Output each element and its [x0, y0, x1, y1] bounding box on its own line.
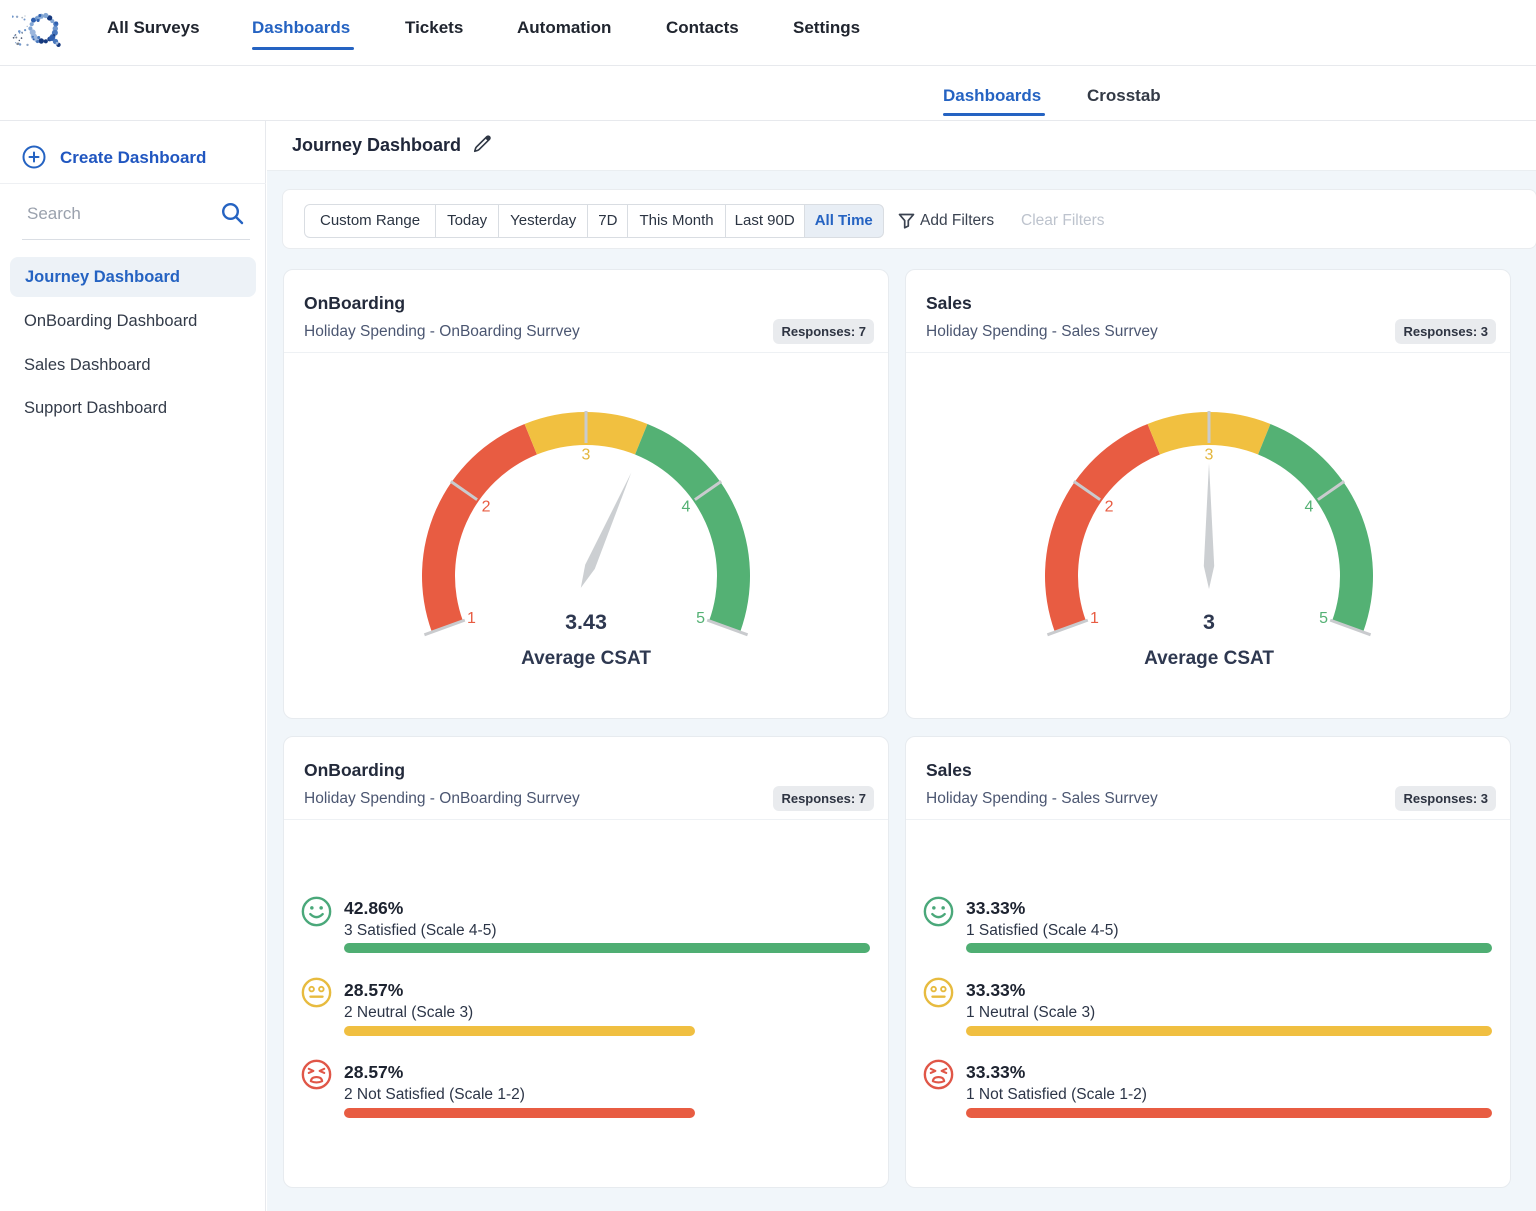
svg-text:3.43: 3.43 [565, 610, 607, 634]
svg-text:1: 1 [1090, 610, 1099, 627]
svg-text:Average CSAT: Average CSAT [521, 648, 651, 669]
svg-text:4: 4 [681, 499, 690, 516]
svg-text:2: 2 [482, 499, 491, 516]
svg-text:3: 3 [1203, 610, 1215, 634]
svg-text:3: 3 [1205, 447, 1214, 464]
svg-text:2: 2 [1105, 499, 1114, 516]
svg-text:5: 5 [696, 610, 705, 627]
svg-text:5: 5 [1319, 610, 1328, 627]
svg-text:1: 1 [467, 610, 476, 627]
svg-text:3: 3 [582, 447, 591, 464]
svg-text:Average CSAT: Average CSAT [1144, 648, 1274, 669]
svg-text:4: 4 [1304, 499, 1313, 516]
